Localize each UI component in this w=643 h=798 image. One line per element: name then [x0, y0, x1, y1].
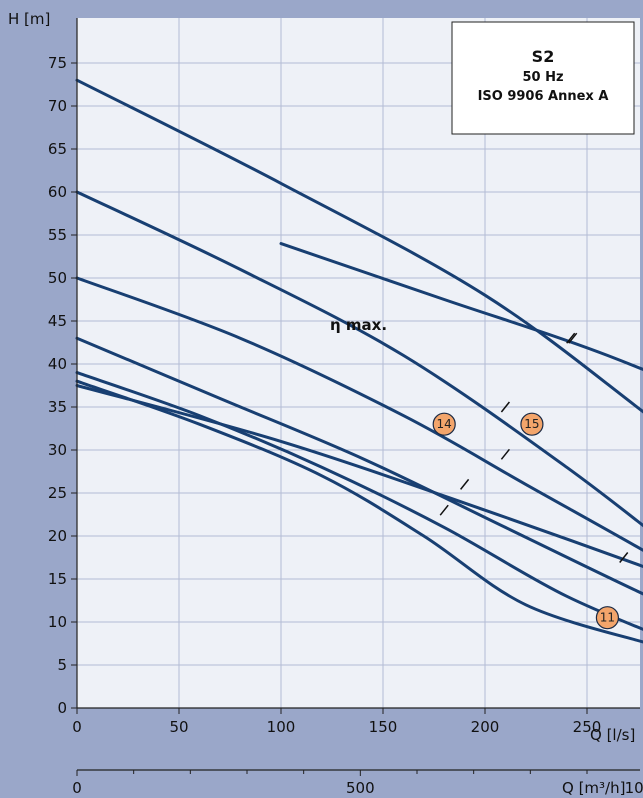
eta-max-label: η max. [330, 316, 387, 334]
x-axis-label: Q [l/s] [590, 726, 635, 744]
y-tick-label: 50 [48, 269, 67, 287]
y-tick-label: 30 [48, 441, 67, 459]
y-tick-label: 20 [48, 527, 67, 545]
badge-circle [520, 412, 544, 436]
x-tick-label: 250 [573, 718, 602, 736]
curve-15 [75, 276, 643, 552]
bep-markers [439, 332, 629, 563]
badge-circle [432, 412, 456, 436]
x2-tick-label: 1000 [625, 779, 643, 797]
pump-curves [75, 78, 643, 644]
y-tick-label: 0 [57, 699, 67, 717]
x-tick-label: 100 [267, 718, 296, 736]
info-box: S2 50 Hz ISO 9906 Annex A [451, 21, 635, 135]
info-box-line-1: 50 Hz [522, 70, 563, 85]
y-tick-label: 70 [48, 97, 67, 115]
x2-tick-label: 500 [346, 779, 375, 797]
bep-marker-11 [439, 504, 449, 516]
bep-marker-16 [568, 332, 578, 344]
x2-tick-label: 0 [72, 779, 82, 797]
curve-badge-11: 11 [595, 606, 620, 630]
x-axis-ticks: 050100150200250300350400450 [72, 708, 602, 736]
curve-badge-14: 14 [432, 412, 456, 436]
badge-label: 14 [437, 417, 452, 431]
curve-efficiency [279, 242, 643, 372]
badge-circle [595, 606, 620, 630]
curve-16 [75, 190, 643, 528]
y-tick-label: 10 [48, 613, 67, 631]
curve-14 [75, 336, 643, 596]
y-tick-label: 60 [48, 183, 67, 201]
info-box-title: S2 [532, 47, 555, 66]
y-tick-label: 55 [48, 226, 67, 244]
y-axis-label: H [m] [8, 10, 50, 28]
curve-badge-15: 15 [520, 412, 544, 436]
badge-label: 15 [524, 417, 539, 431]
eta-max-marker [566, 332, 576, 344]
curve-11 [75, 379, 643, 644]
bep-marker-12 [460, 478, 470, 490]
y-tick-label: 5 [57, 656, 67, 674]
bep-marker-15 [500, 401, 510, 413]
info-box-line-2: ISO 9906 Annex A [478, 89, 609, 104]
y-tick-label: 40 [48, 355, 67, 373]
x-tick-label: 0 [72, 718, 82, 736]
curve-12 [75, 371, 643, 631]
x2-axis-ticks: 050010001500 [72, 770, 643, 797]
y-tick-label: 25 [48, 484, 67, 502]
y-tick-label: 75 [48, 54, 67, 72]
curve-13 [75, 384, 643, 569]
x-tick-label: 200 [471, 718, 500, 736]
y-tick-label: 15 [48, 570, 67, 588]
y-tick-label: 65 [48, 140, 67, 158]
x-tick-label: 150 [369, 718, 398, 736]
bep-marker-14 [500, 448, 510, 460]
annotations: η max. [330, 316, 387, 334]
y-axis-ticks: 0 5 10 15 20 25 30 35 40 45 50 55 60 65 70 75 [48, 54, 77, 717]
x-tick-label: 50 [169, 718, 188, 736]
badge-label: 11 [600, 611, 615, 625]
curve-badges: 11121314151617 [432, 412, 620, 630]
x2-axis-label: Q [m³/h] [562, 779, 625, 797]
y-tick-label: 35 [48, 398, 67, 416]
y-tick-label: 45 [48, 312, 67, 330]
bep-marker-13 [619, 552, 629, 563]
curve-17 [75, 78, 643, 414]
